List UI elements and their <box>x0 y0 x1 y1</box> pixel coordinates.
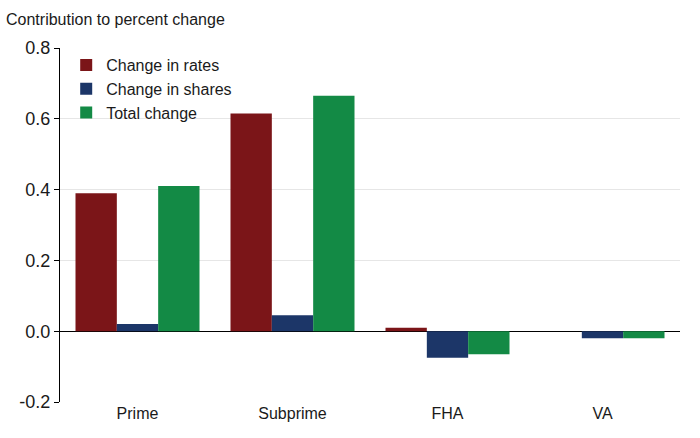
svg-text:Change in shares: Change in shares <box>106 81 231 98</box>
svg-text:Contribution to percent change: Contribution to percent change <box>6 11 225 28</box>
svg-text:0.6: 0.6 <box>25 109 50 129</box>
svg-text:VA: VA <box>592 405 612 422</box>
svg-text:Subprime: Subprime <box>258 405 327 422</box>
svg-text:Prime: Prime <box>117 405 159 422</box>
svg-text:Total change: Total change <box>106 105 197 122</box>
svg-text:-0.2: -0.2 <box>19 392 50 412</box>
svg-text:FHA: FHA <box>432 405 464 422</box>
svg-text:0.4: 0.4 <box>25 180 50 200</box>
svg-text:0.8: 0.8 <box>25 38 50 58</box>
svg-text:0.0: 0.0 <box>25 322 50 342</box>
svg-text:0.2: 0.2 <box>25 251 50 271</box>
svg-text:Change in rates: Change in rates <box>106 57 219 74</box>
